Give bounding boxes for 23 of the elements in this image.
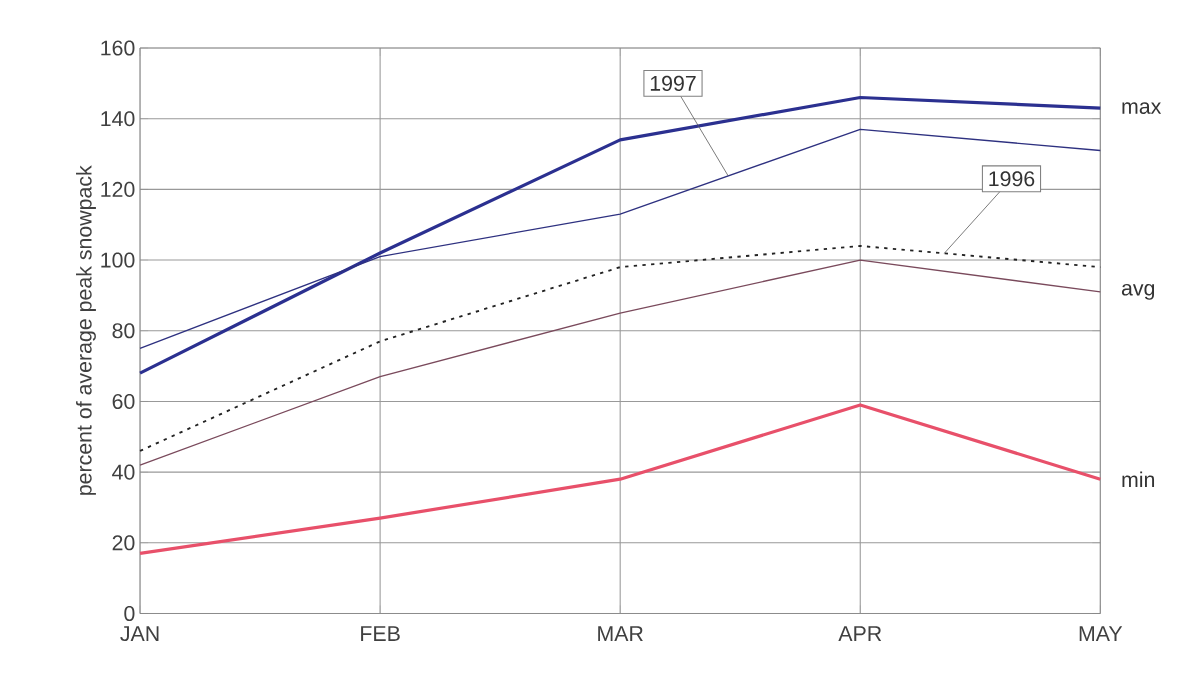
line-series: [138, 403, 1102, 556]
text: 1997: [650, 76, 696, 92]
x-tick-label: FEB: [361, 626, 400, 642]
series-label: avg: [1121, 284, 1155, 301]
y-tick-label: 40: [112, 464, 135, 480]
y-tick-label: 60: [112, 394, 135, 410]
x-tick-label: APR: [838, 626, 882, 642]
x-tick-label: MAR: [598, 626, 643, 642]
text: 1996: [989, 171, 1035, 187]
line-series: [138, 96, 1102, 375]
x-tick-label: JAN: [120, 626, 159, 642]
y-tick-label: 100: [101, 252, 135, 268]
y-tick-label: 0: [124, 606, 135, 622]
y-tick-label: 140: [101, 111, 135, 127]
series-label: max: [1122, 102, 1162, 115]
series-label: min: [1122, 471, 1155, 488]
line-series: [139, 128, 1101, 350]
y-tick-label: 160: [101, 40, 135, 56]
y-axis-title: percent of average peak snowpack: [76, 165, 96, 496]
y-tick-label: 80: [112, 323, 135, 339]
y-tick-label: 120: [101, 182, 135, 198]
y-tick-label: 20: [112, 535, 135, 551]
x-tick-label: MAY: [1079, 626, 1123, 642]
